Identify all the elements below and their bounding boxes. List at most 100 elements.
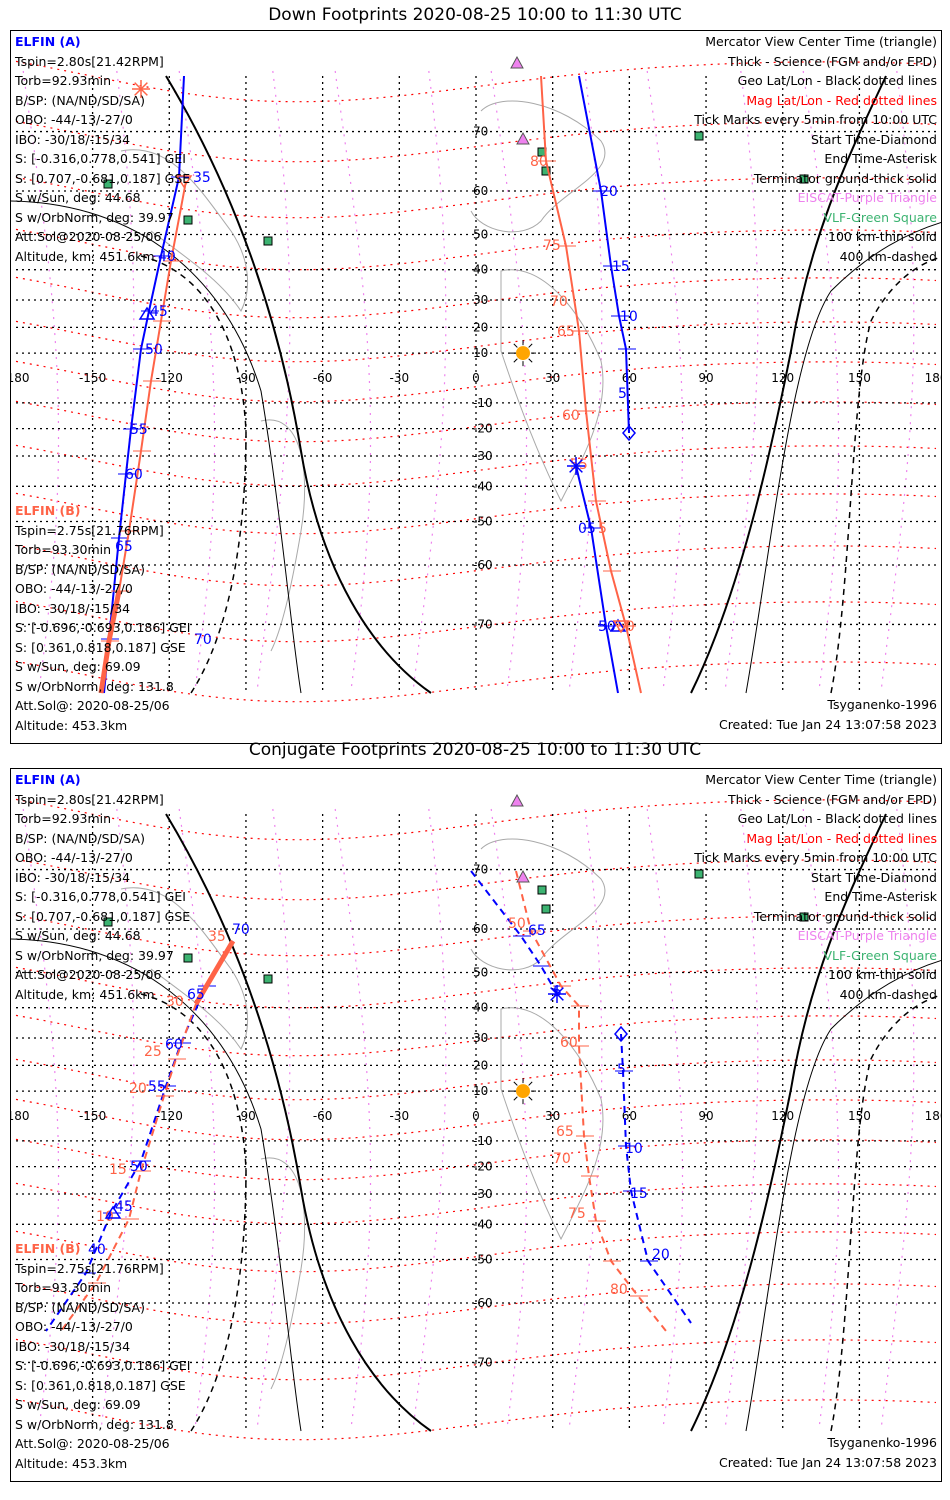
terminator-line — [690, 813, 887, 1432]
elfin-a-info-line: B/SP: (NA/ND/SD/SA) — [15, 92, 145, 108]
lat-label: -10 — [473, 1134, 493, 1148]
map-canvas: -180 -150 -120 -90 -60 -30 0 30 60 90 120 150 180 70 6… — [11, 55, 941, 703]
terminator-line — [745, 960, 941, 1432]
elfin-a-info-line: S: [-0.316,0.778,0.541] GEI — [15, 889, 186, 904]
elfin-a-info-line: OBO: -44/-13/-27/0 — [15, 112, 133, 127]
elfin-b-info-line: Torb=93.30min — [15, 1280, 112, 1295]
elfin-a-tick-label: 5 — [617, 1062, 626, 1078]
elfin-a-tick-label: 50 — [130, 1159, 148, 1175]
elfin-b-info-line: S w/OrbNorm, deg: 131.8 — [15, 678, 174, 694]
elfin-a-info-line: Att.Sol@2020-08-25/06 — [15, 967, 162, 982]
legend-item: Start Time-Diamond — [810, 869, 937, 885]
panel-title-conjugate: Conjugate Footprints 2020-08-25 10:00 to… — [248, 740, 702, 760]
vlf-square-icon — [537, 885, 547, 895]
legend-item: Mag Lat/Lon - Red dotted lines — [746, 92, 937, 108]
lat-label: -70 — [473, 1355, 493, 1369]
elfin-a-info-line: Tspin=2.80s[21.42RPM] — [15, 791, 164, 807]
legend-item: Tick Marks every 5min from 10:00 UTC — [694, 112, 937, 127]
terminator-line — [830, 994, 941, 1432]
elfin-a-track — [578, 75, 630, 434]
elfin-a-info-line: IBO: -30/18/-15/34 — [15, 131, 131, 147]
legend-item: Mercator View Center Time (triangle) — [705, 772, 937, 787]
coastline — [260, 419, 306, 652]
mag-lon-line — [22, 808, 60, 1430]
elfin-b-info-line: B/SP: (NA/ND/SD/SA) — [15, 1299, 145, 1315]
elfin-a-track — [575, 465, 619, 694]
elfin-a-track — [470, 870, 558, 995]
vlf-square-icon — [183, 215, 193, 225]
sun-icon — [510, 340, 536, 367]
eiscat-triangle-icon — [516, 131, 530, 145]
lon-label: 150 — [848, 1109, 871, 1123]
elfin-b-tick-label: 65 — [557, 324, 575, 340]
legend-item: Geo Lat/Lon - Black dotted lines — [737, 73, 937, 88]
legend-item: Thick - Science (FGM and/or EPD) — [728, 791, 937, 807]
elfin-b-tick-label: 80 — [610, 1282, 628, 1298]
elfin-a-info-line: S w/OrbNorm, deg: 39.97 — [15, 209, 174, 225]
elfin-a-track — [620, 1033, 692, 1324]
legend-item: 400 km-dashed — [839, 248, 937, 264]
elfin-b-info-line: Tspin=2.75s[21.76RPM] — [15, 522, 164, 538]
elfin-b-info-line: S w/Sun, deg: 69.09 — [15, 659, 141, 674]
elfin-a-tick-label: 15 — [612, 259, 630, 275]
lat-label: 20 — [473, 320, 488, 334]
elfin-b-info-line: S w/OrbNorm, deg: 131.8 — [15, 1416, 174, 1432]
lat-label: -30 — [473, 449, 493, 463]
elfin-a-tick-label: 65 — [187, 987, 205, 1003]
mag-lon-line — [334, 808, 372, 1430]
vlf-square-icon — [694, 131, 704, 141]
view-center-triangle-icon — [612, 620, 630, 634]
elfin-b-info-line: S: [-0.696,-0.693,0.186] GEI — [15, 620, 191, 635]
lat-label: -20 — [473, 1160, 493, 1174]
lat-label: 50 — [473, 227, 488, 241]
lon-label: -150 — [79, 371, 106, 385]
terminator-line — [830, 256, 941, 694]
elfin-b-info-line: Altitude: 453.3km — [15, 717, 128, 733]
vlf-square-icon — [799, 174, 809, 184]
down-footprints-map: -180 -150 -120 -90 -60 -30 0 30 60 90 120 150 180 70 6… — [10, 30, 942, 744]
elfin-b-tick-label: 75 — [543, 238, 561, 254]
elfin-b-info-line: IBO: -30/18/-15/34 — [15, 600, 131, 616]
lat-label: 20 — [473, 1058, 488, 1072]
legend-item: Tick Marks every 5min from 10:00 UTC — [694, 850, 937, 865]
elfin-b-tick-label: 25 — [144, 1044, 162, 1060]
lat-label: 10 — [473, 1084, 488, 1098]
legend-item: EISCAT-Purple Triangle — [797, 928, 937, 943]
lat-label: 30 — [473, 293, 488, 307]
elfin-a-info-line: S: [0.707,-0.681,0.187] GSE — [15, 170, 191, 186]
elfin-b-tick-label: 10 — [96, 1209, 114, 1225]
lat-label: -40 — [473, 1217, 493, 1231]
elfin-a-info-line: IBO: -30/18/-15/34 — [15, 869, 131, 885]
lon-label: -120 — [156, 371, 183, 385]
elfin-b-info-line: Tspin=2.75s[21.76RPM] — [15, 1260, 164, 1276]
lat-label: -20 — [473, 422, 493, 436]
end-asterisk-icon — [548, 985, 566, 1003]
lat-label: 60 — [473, 922, 488, 936]
end-asterisk-icon — [567, 457, 585, 475]
elfin-b-track — [515, 870, 667, 1332]
legend-item: End Time-Asterisk — [824, 889, 937, 904]
elfin-b-label: ELFIN (B) — [15, 503, 81, 518]
elfin-b-tick-label: 55 — [570, 457, 588, 473]
coastline — [120, 887, 249, 1050]
elfin-a-info-line: S: [-0.316,0.778,0.541] GEI — [15, 151, 186, 166]
lon-label: 90 — [698, 1109, 713, 1123]
view-center-triangle-icon — [138, 306, 156, 320]
elfin-a-tick-label: 55 — [130, 422, 148, 438]
legend-item: VLF-Green Square — [823, 209, 937, 225]
elfin-a-tick-label: 40 — [88, 1242, 106, 1258]
elfin-a-info-line: Torb=92.93min — [15, 73, 112, 88]
elfin-a-tick-label: 5 — [618, 386, 627, 402]
elfin-a-label: ELFIN (A) — [15, 34, 81, 49]
mag-lon-line — [412, 808, 447, 1430]
legend-item: Thick - Science (FGM and/or EPD) — [728, 53, 937, 69]
mag-lon-line — [256, 808, 291, 1430]
legend-item: Terminator ground-thick solid — [753, 170, 937, 186]
lat-label: -70 — [473, 617, 493, 631]
elfin-a-tick-label: 70 — [194, 632, 212, 648]
lon-label: 120 — [771, 371, 794, 385]
legend-item: Mag Lat/Lon - Red dotted lines — [746, 830, 937, 846]
elfin-a-info-line: Att.Sol@2020-08-25/06 — [15, 229, 162, 244]
elfin-b-tick-label: 5 — [598, 521, 607, 537]
elfin-a-info-line: S: [0.707,-0.681,0.187] GSE — [15, 908, 191, 924]
